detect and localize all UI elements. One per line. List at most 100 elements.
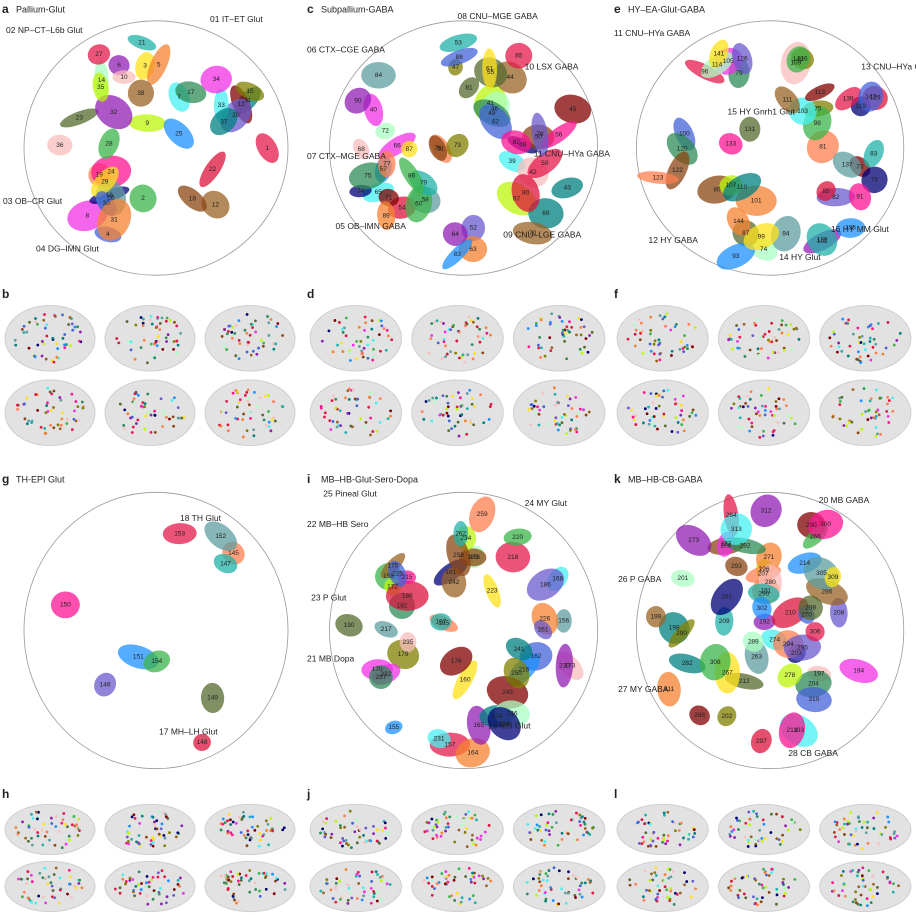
cell-dot xyxy=(635,821,639,825)
cell-dot xyxy=(558,423,562,427)
cluster-blob xyxy=(750,728,772,754)
cluster-blob xyxy=(495,541,531,573)
cell-dot xyxy=(259,838,262,842)
cell-dot xyxy=(886,815,890,819)
cell-dot xyxy=(173,320,176,324)
cluster-label: 26 xyxy=(107,194,115,201)
cell-dot xyxy=(869,358,873,362)
cell-dot xyxy=(255,352,259,356)
cell-dot xyxy=(885,409,889,413)
cell-dot xyxy=(668,894,672,898)
cell-dot xyxy=(784,323,788,327)
cell-dot xyxy=(346,898,350,902)
cluster-blob xyxy=(200,682,225,714)
cluster-label: 182 xyxy=(397,603,408,610)
cell-dot xyxy=(180,824,184,828)
cell-dot xyxy=(54,815,58,818)
cell-dot xyxy=(762,429,765,433)
cell-dot xyxy=(769,831,773,834)
cell-dot xyxy=(56,423,60,427)
cell-dot xyxy=(666,388,670,392)
cell-dot xyxy=(526,327,530,330)
cell-dot xyxy=(846,895,850,898)
cell-dot xyxy=(231,894,235,898)
cell-dot xyxy=(344,868,348,871)
cell-dot xyxy=(787,886,791,889)
cell-dot xyxy=(573,427,577,431)
cell-dot xyxy=(250,836,254,840)
cluster-label: 77 xyxy=(383,161,391,168)
cell-dot xyxy=(545,879,549,883)
cluster-label: 88 xyxy=(456,54,464,61)
cell-dot xyxy=(775,812,778,816)
cluster-label: 308 xyxy=(710,659,721,666)
cell-dot xyxy=(46,401,49,405)
cluster-blob xyxy=(483,574,501,608)
cell-dot xyxy=(774,902,778,906)
cell-dot xyxy=(840,349,844,353)
cluster-label: 11 xyxy=(245,97,252,104)
cell-dot xyxy=(171,415,175,419)
cell-dot xyxy=(137,870,141,874)
cell-dot xyxy=(129,348,133,352)
panel-letter: g xyxy=(2,472,9,486)
cluster-label: 83 xyxy=(454,251,462,258)
cluster-blob xyxy=(731,42,753,75)
cell-dot xyxy=(118,402,122,406)
cell-dot xyxy=(634,328,638,332)
cell-dot xyxy=(846,822,849,826)
group-label: 22 MB–HB Sero xyxy=(307,519,369,529)
cell-dot xyxy=(457,391,460,395)
cell-dot xyxy=(172,340,176,343)
cluster-blob xyxy=(479,104,512,140)
cell-dot xyxy=(887,820,891,824)
cell-dot xyxy=(341,350,345,353)
cell-dot xyxy=(634,414,638,418)
cell-dot xyxy=(539,813,543,817)
cell-dot xyxy=(489,879,493,883)
cell-dot xyxy=(160,902,163,906)
cell-dot xyxy=(281,334,284,337)
cluster-blob xyxy=(806,223,838,256)
cell-dot xyxy=(136,393,140,397)
group-label: 11 CNU–HYa GABA xyxy=(614,28,691,38)
cell-dot xyxy=(782,894,786,898)
cell-dot xyxy=(156,871,160,875)
cell-dot xyxy=(270,418,274,422)
cluster-label: 119 xyxy=(856,103,867,110)
embedding-outline xyxy=(23,20,289,276)
cell-dot xyxy=(687,837,690,841)
cell-dot xyxy=(868,399,872,403)
cell-dot xyxy=(226,829,230,833)
group-label: 12 HY GABA xyxy=(648,235,698,245)
cell-dot xyxy=(843,822,846,826)
cell-dot xyxy=(52,873,56,876)
cell-dot xyxy=(735,816,738,820)
cell-dot xyxy=(113,887,117,891)
cell-dot xyxy=(16,407,20,411)
cell-dot xyxy=(25,422,29,426)
cell-dot xyxy=(831,415,835,419)
cluster-label: 266 xyxy=(810,534,821,541)
cell-dot xyxy=(886,402,889,406)
panel-letter: b xyxy=(2,287,9,301)
cell-dot xyxy=(657,404,661,408)
cell-dot xyxy=(791,821,795,824)
cell-dot xyxy=(70,823,74,827)
cell-dot xyxy=(22,331,26,334)
cell-dot xyxy=(365,839,368,843)
cell-dot xyxy=(466,353,470,357)
cell-dot xyxy=(560,331,564,335)
cell-dot xyxy=(343,814,346,818)
cell-dot xyxy=(783,887,787,891)
cluster-label: 66 xyxy=(393,143,401,150)
panel: f xyxy=(614,287,912,447)
cell-dot xyxy=(384,348,388,352)
cell-dot xyxy=(78,829,81,833)
cell-dot xyxy=(34,393,38,396)
cell-dot xyxy=(58,427,62,431)
cluster-label: 74 xyxy=(760,246,768,253)
cell-dot xyxy=(20,895,24,899)
cluster-label: 154 xyxy=(151,658,162,665)
cell-dot xyxy=(251,815,255,819)
